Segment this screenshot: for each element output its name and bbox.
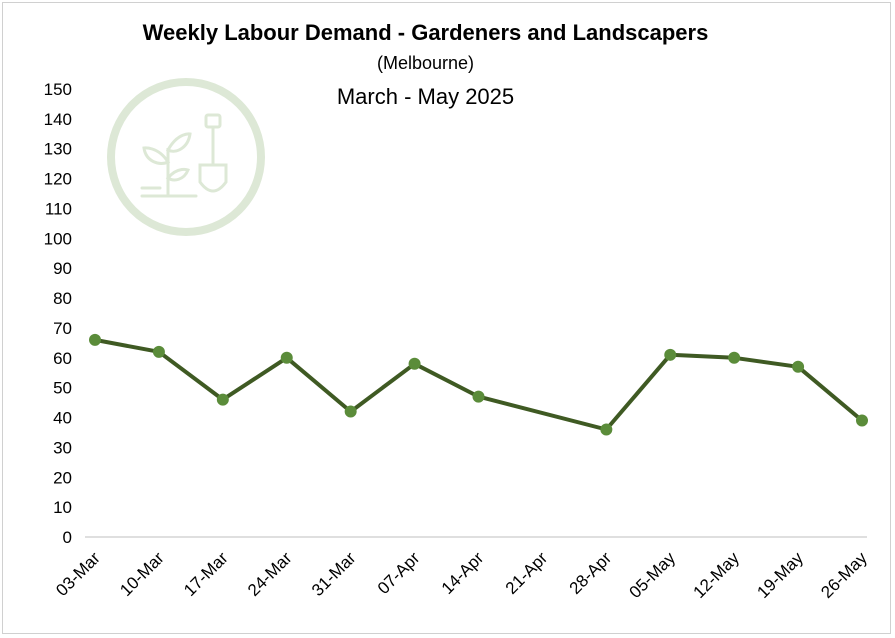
x-tick-label: 03-Mar xyxy=(52,548,104,600)
data-point-17-Mar xyxy=(216,393,229,406)
x-tick-label: 26-May xyxy=(817,548,871,602)
y-tick-label: 80 xyxy=(53,289,72,308)
y-tick-label: 50 xyxy=(53,379,72,398)
y-tick-label: 40 xyxy=(53,409,72,428)
data-point-24-Mar xyxy=(280,351,293,364)
y-tick-label: 120 xyxy=(44,170,72,189)
data-point-05-May xyxy=(664,348,677,361)
x-tick-label: 28-Apr xyxy=(566,548,616,598)
data-point-12-May xyxy=(728,351,741,364)
y-tick-label: 150 xyxy=(44,80,72,99)
y-tick-label: 0 xyxy=(63,528,72,547)
y-tick-label: 90 xyxy=(53,259,72,278)
x-tick-label: 14-Apr xyxy=(438,548,488,598)
x-tick-label: 10-Mar xyxy=(116,548,168,600)
data-point-07-Apr xyxy=(408,357,421,370)
y-tick-label: 10 xyxy=(53,498,72,517)
data-point-10-Mar xyxy=(152,345,165,358)
x-tick-label: 17-Mar xyxy=(180,548,232,600)
chart-subtitle-period: March - May 2025 xyxy=(336,84,515,109)
x-tick-label: 12-May xyxy=(689,548,743,602)
plant-and-shovel-icon xyxy=(107,78,265,236)
y-tick-label: 130 xyxy=(44,140,72,159)
x-tick-label: 07-Apr xyxy=(374,548,424,598)
y-tick-label: 20 xyxy=(53,468,72,487)
data-point-03-Mar xyxy=(89,333,101,346)
y-tick-label: 110 xyxy=(45,199,72,218)
data-point-19-May xyxy=(792,360,805,373)
y-tick-label: 100 xyxy=(44,229,72,248)
x-tick-label: 31-Mar xyxy=(308,548,360,600)
y-tick-label: 70 xyxy=(53,319,72,338)
data-point-28-Apr xyxy=(600,423,613,436)
x-tick-label: 05-May xyxy=(626,548,680,602)
y-tick-label: 30 xyxy=(53,438,72,457)
data-point-26-May xyxy=(856,414,868,427)
x-tick-label: 19-May xyxy=(753,548,807,602)
data-point-14-Apr xyxy=(472,390,485,403)
x-tick-label: 21-Apr xyxy=(502,548,552,598)
data-point-31-Mar xyxy=(344,405,357,418)
chart-title: Weekly Labour Demand - Gardeners and Lan… xyxy=(142,20,709,45)
chart-subtitle: (Melbourne) xyxy=(376,53,475,73)
x-tick-label: 24-Mar xyxy=(244,548,296,600)
y-tick-label: 140 xyxy=(44,110,72,129)
y-tick-label: 60 xyxy=(53,349,72,368)
series-line xyxy=(93,337,864,432)
